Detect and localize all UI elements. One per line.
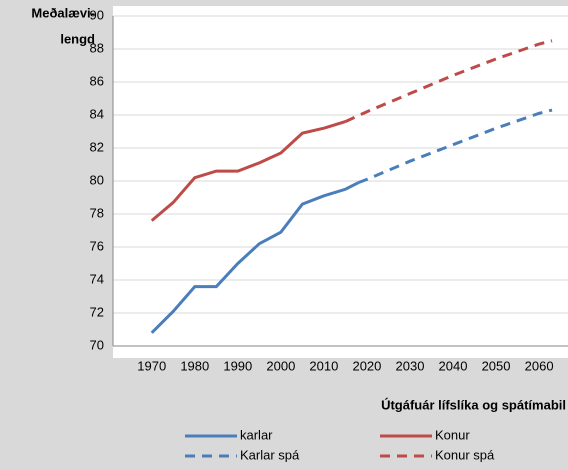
y-axis-title: Meðalævi- — [31, 5, 95, 20]
x-tick-label: 1990 — [223, 358, 252, 373]
x-tick-label: 2060 — [525, 358, 554, 373]
y-tick-label: 84 — [90, 106, 104, 121]
x-tick-label: 2040 — [439, 358, 468, 373]
legend-label: karlar — [240, 427, 273, 442]
y-tick-label: 86 — [90, 73, 104, 88]
series-line — [344, 39, 553, 123]
x-tick-label: 2020 — [352, 358, 381, 373]
x-tick-label: 2010 — [309, 358, 338, 373]
y-axis-title: lengd — [60, 31, 95, 46]
x-tick-label: 2000 — [266, 358, 295, 373]
x-tick-label: 2030 — [396, 358, 425, 373]
y-tick-label: 80 — [90, 172, 104, 187]
y-tick-label: 78 — [90, 205, 104, 220]
legend-label: Konur spá — [435, 447, 495, 462]
y-tick-label: 82 — [90, 139, 104, 154]
y-tick-label: 70 — [90, 337, 104, 352]
x-tick-label: 2050 — [482, 358, 511, 373]
legend-label: Konur — [435, 427, 470, 442]
x-axis-title: Útgáfuár lífslíka og spátímabil — [381, 397, 566, 412]
y-tick-label: 74 — [90, 271, 104, 286]
x-tick-label: 1970 — [137, 358, 166, 373]
y-tick-label: 72 — [90, 304, 104, 319]
y-tick-label: 88 — [90, 40, 104, 55]
plot-area — [113, 6, 568, 358]
series-line — [357, 108, 553, 185]
series-line — [150, 120, 346, 222]
legend-label: Karlar spá — [240, 447, 300, 462]
series-line — [150, 181, 360, 334]
y-tick-label: 90 — [90, 7, 104, 22]
y-tick-label: 76 — [90, 238, 104, 253]
x-tick-label: 1980 — [180, 358, 209, 373]
